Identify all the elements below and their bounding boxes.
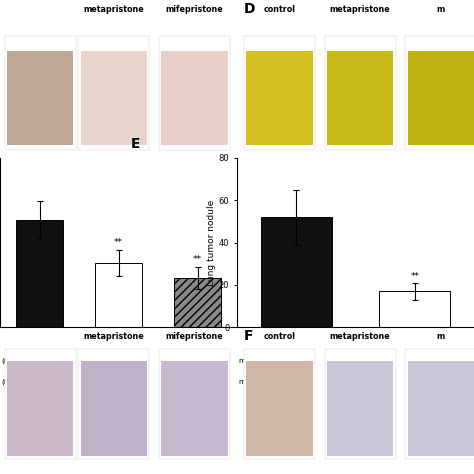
Y-axis label: Lung tumor nodule: Lung tumor nodule	[207, 200, 216, 286]
Bar	[408, 51, 474, 146]
Bar	[159, 36, 230, 150]
Bar	[159, 349, 230, 459]
Text: 0: 0	[293, 378, 299, 387]
Text: control: control	[264, 5, 296, 14]
Bar	[405, 36, 474, 150]
Text: metapristen (mg/kg): metapristen (mg/kg)	[239, 378, 311, 384]
Text: mifepristone: mifepristone	[165, 5, 223, 14]
Text: metapristone: metapristone	[83, 5, 144, 14]
Bar	[246, 51, 313, 146]
Bar	[95, 263, 142, 327]
Bar	[78, 36, 149, 150]
Text: 0: 0	[293, 358, 299, 367]
Bar	[327, 361, 393, 456]
Text: F: F	[244, 329, 254, 343]
Bar	[325, 349, 396, 459]
Bar	[244, 36, 315, 150]
Text: 0: 0	[37, 378, 42, 387]
Bar	[244, 349, 315, 459]
Bar	[16, 220, 63, 327]
Text: mifepristone: mifepristone	[165, 332, 223, 341]
Bar	[408, 361, 474, 456]
Text: metapristone: metapristone	[83, 332, 144, 341]
Bar	[405, 349, 474, 459]
Bar	[5, 349, 76, 459]
Text: mifepristen (mg/kg): mifepristen (mg/kg)	[239, 358, 309, 364]
Text: D: D	[244, 1, 255, 16]
Text: m: m	[437, 332, 445, 341]
Text: control: control	[264, 332, 296, 341]
Text: 0: 0	[116, 358, 121, 367]
Text: E: E	[130, 137, 140, 151]
Bar	[161, 361, 228, 456]
Bar	[327, 51, 393, 146]
Text: 0: 0	[195, 378, 200, 387]
Text: (mg/kg): (mg/kg)	[1, 378, 30, 384]
Text: 0: 0	[412, 358, 418, 367]
Text: (mg/kg): (mg/kg)	[1, 358, 30, 364]
Text: 0: 0	[37, 358, 42, 367]
Bar	[81, 51, 147, 146]
Text: 5: 5	[412, 378, 418, 387]
Text: **: **	[193, 255, 202, 264]
Bar	[7, 51, 73, 146]
Bar	[246, 361, 313, 456]
Text: **: **	[410, 272, 419, 281]
Bar	[379, 292, 450, 327]
Bar	[7, 361, 73, 456]
Bar	[161, 51, 228, 146]
Bar	[5, 36, 76, 150]
Bar	[81, 361, 147, 456]
Text: **: **	[114, 238, 123, 247]
Bar	[78, 349, 149, 459]
Text: metapristone: metapristone	[330, 5, 391, 14]
Bar	[261, 217, 332, 327]
Text: 5: 5	[195, 358, 200, 367]
Bar	[174, 278, 221, 327]
Text: m: m	[437, 5, 445, 14]
Text: 5: 5	[116, 378, 121, 387]
Bar	[325, 36, 396, 150]
Text: metapristone: metapristone	[330, 332, 391, 341]
